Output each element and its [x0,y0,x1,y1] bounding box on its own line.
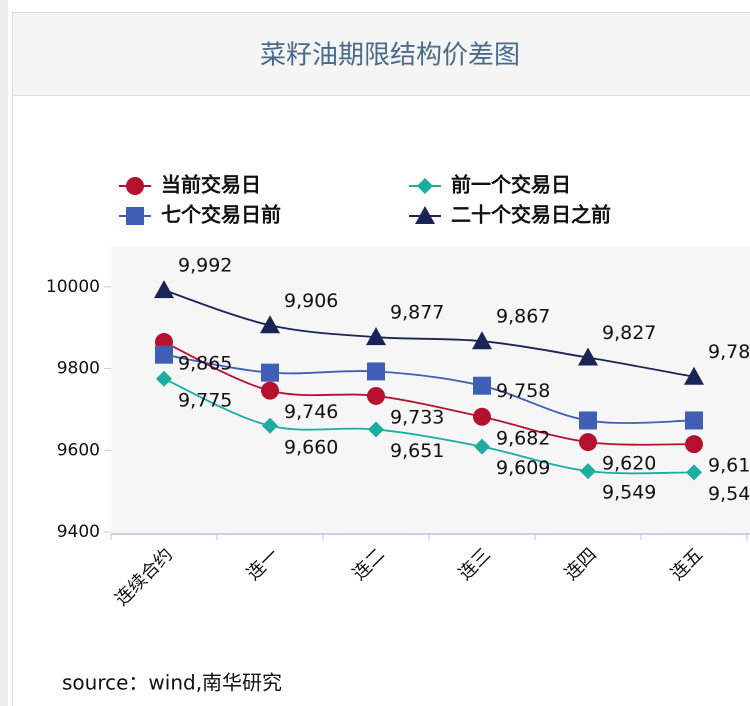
series-line [163,289,695,378]
legend-label: 二十个交易日之前 [451,203,611,227]
series-line [163,341,695,446]
series-line [163,377,695,475]
marker-diamond [368,421,384,438]
marker-square [579,411,597,430]
plot-area [111,246,750,534]
marker-triangle [684,366,704,385]
marker-triangle [154,280,174,299]
legend-label: 当前交易日 [161,173,261,197]
marker-triangle [260,315,280,334]
data-label: 9,867 [496,306,550,328]
y-tick-label: 9600 [57,440,100,460]
data-label: 9,546 [708,483,750,505]
data-label: 9,615 [708,455,750,477]
data-label: 9,865 [178,353,232,375]
legend-marker [417,178,433,194]
data-label: 9,733 [390,406,444,428]
marker-diamond [686,464,702,481]
marker-square [155,345,173,364]
marker-triangle [366,327,386,346]
chart-title: 菜籽油期限结构价差图 [260,41,520,71]
legend-marker [126,177,144,195]
data-label: 9,827 [602,322,656,344]
legend-label: 前一个交易日 [451,173,571,197]
data-label: 9,877 [390,302,444,324]
marker-circle [367,386,385,405]
legend-marker [126,207,144,225]
data-label: 9,549 [602,482,656,504]
data-label: 9,651 [390,440,444,462]
data-label: 9,775 [178,389,232,411]
series-line [163,353,695,424]
marker-diamond [580,463,596,480]
legend-label: 七个交易日前 [161,203,281,227]
panel-header [12,12,750,96]
data-label: 9,682 [496,427,550,449]
marker-diamond [156,370,172,387]
y-tick-label: 9800 [57,359,100,379]
source-note: source：wind,南华研究 [62,671,282,695]
marker-square [473,376,491,395]
marker-diamond [474,438,490,455]
marker-circle [473,407,491,426]
data-label: 9,758 [496,380,550,402]
marker-triangle [578,347,598,366]
data-label: 9,620 [602,453,656,475]
data-label: 9,746 [284,401,338,423]
marker-square [261,363,279,382]
marker-square [685,411,703,430]
marker-diamond [262,417,278,434]
data-label: 9,780 [708,341,750,363]
y-tick-label: 10000 [46,277,100,297]
data-label: 9,906 [284,290,338,312]
data-label: 9,660 [284,436,338,458]
legend-marker [415,206,435,224]
marker-circle [261,381,279,400]
y-tick-label: 9400 [57,522,100,542]
marker-square [367,362,385,381]
marker-circle [579,433,597,452]
data-label: 9,992 [178,255,232,277]
marker-circle [685,435,703,454]
side-strip [0,0,8,706]
marker-triangle [472,331,492,350]
data-label: 9,609 [496,457,550,479]
